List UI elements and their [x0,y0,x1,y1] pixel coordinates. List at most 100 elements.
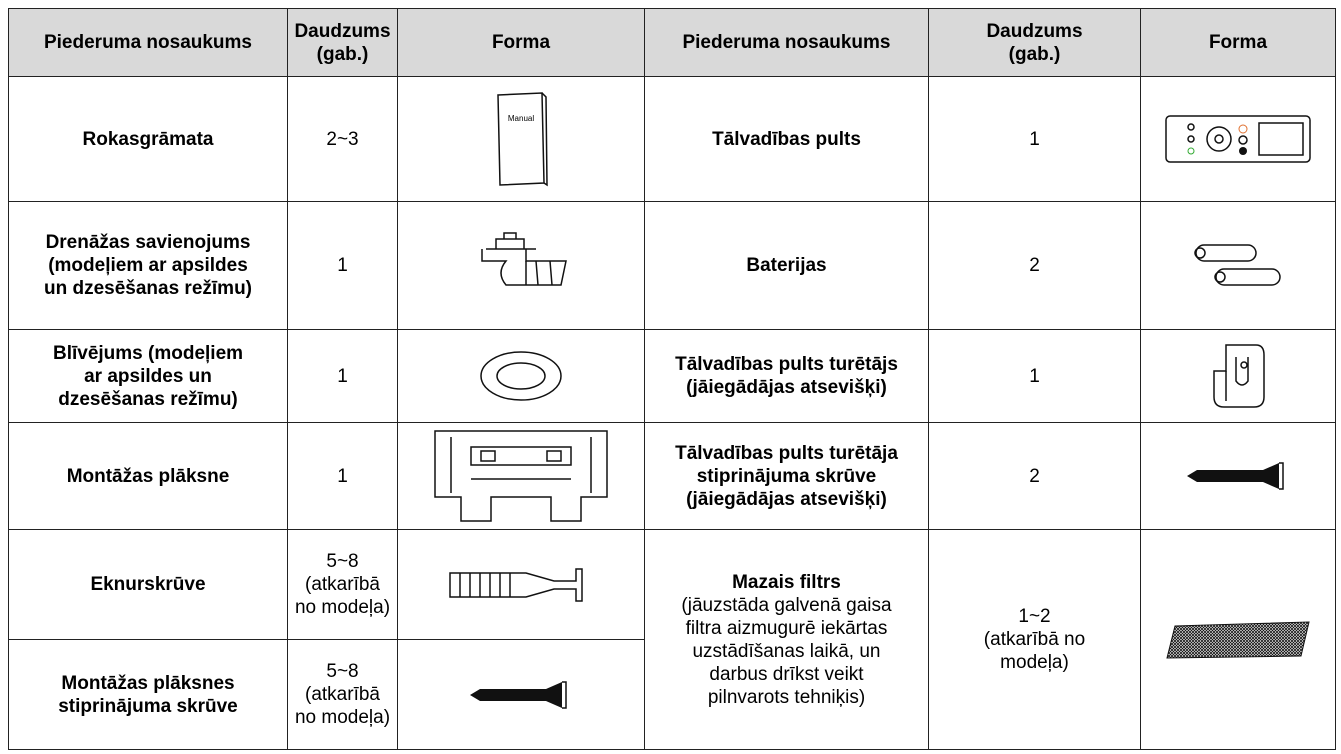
name-cell: Montāžas plāksnes stiprinājuma skrūve [8,639,288,750]
icon-part [1279,462,1284,490]
text-line: modeļa) [1000,652,1069,673]
icon-part [496,362,546,390]
table-row: Drenāžas savienojums (modeļiem ar apsilde… [8,201,1336,330]
text-line: Drenāžas savienojums [45,232,251,253]
text-line: 5~8 [326,661,359,682]
icon-part [1195,243,1257,262]
icon-part [1238,135,1248,145]
text-line: Daudzums [294,20,391,42]
text-line: (atkarībā [305,574,380,595]
icon-part [1165,115,1311,163]
text-line: Forma [1208,32,1268,53]
text-line: Tālvadības pults turētāja [675,442,898,464]
icon-part [1194,246,1206,259]
text-line: Piederuma nosaukums [682,32,891,53]
table-body: Rokasgrāmata 2~3 Manual Tālvadības pults 1 Dr… [8,76,1336,750]
qty-cell: 1 [287,329,398,423]
text-line: 1 [337,255,348,276]
text-line: 2~3 [326,128,359,150]
shape-icon [1166,620,1310,659]
shape-icon: Manual [497,92,548,187]
text-line: 1~2 [1018,606,1051,627]
qty-cell: 1 [928,329,1141,423]
shape-icon [470,680,567,709]
text-line: 1 [1029,128,1040,150]
table-row: Blīvējums (modeļiem ar apsildes un dzesēša… [8,329,1336,423]
icon-part [480,351,562,401]
text-line: (jāuzstāda galvenā gaisa [681,594,892,616]
shape-icon [1165,115,1311,163]
shape-icon [1187,462,1284,490]
text-line: 1 [337,365,348,387]
text-line: 1 [337,465,348,487]
text-line: 2 [1029,465,1040,487]
header-cell: Daudzums (gab.) [928,8,1141,77]
icon-part [562,680,567,709]
text-line: darbus drīkst veikt [709,663,864,685]
qty-cell: 5~8 (atkarībā no modeļa) [287,639,398,750]
table-row: Montāžas plāksnes stiprinājuma skrūve 5~8(… [8,639,1336,750]
shape-icon [449,567,583,602]
text-line: filtra aizmugurē iekārtas [685,617,888,639]
icon-part [480,450,496,462]
qty-cell: 2~3 [287,76,398,202]
qty-cell: 1 [928,76,1141,202]
accessories-table: Piederuma nosaukums Daudzums (gab.) Forma Pi… [8,8,1336,750]
text-line: Montāžas plāksne [66,465,230,487]
header-cell: Forma [397,8,645,77]
text-line: Tālvadības pults turētājs [675,354,898,375]
shape-cell [1140,201,1336,330]
header-cell: Piederuma nosaukums [644,8,929,77]
shape-cell: Manual [397,76,645,202]
qty-cell: 2 [928,201,1141,330]
text-line: un dzesēšanas režīmu) [43,278,253,299]
icon-part [481,248,567,286]
text-line: pilnvarots tehniķis) [707,686,866,708]
shape-cell [397,639,645,750]
text-line: (atkarībā [305,684,380,705]
name-cell: Drenāžas savienojums (modeļiem ar apsilde… [8,201,288,330]
shape-cell [397,329,645,423]
icon-part [1238,124,1248,134]
icon-part [541,92,548,187]
shape-cell [1140,529,1336,750]
shape-icon [480,351,562,401]
text-line: (jāiegādājas atsevišķi) [686,377,887,398]
name-cell: Tālvadības pults turētāja stiprinājuma sk… [644,422,929,530]
icon-part [1166,620,1310,659]
table-row: Montāžas plāksne 1 Tālvadības pults turētā… [8,422,1336,530]
text-line: 2 [1029,255,1040,276]
icon-part [434,430,608,522]
text-line: 5~8 [326,551,359,572]
text-line: Montāžas plāksnes [61,672,235,694]
icon-part [546,450,562,462]
name-cell: Rokasgrāmata [8,76,288,202]
text-line: ar apsildes un [84,365,212,387]
icon-part [1258,122,1304,156]
table-row: Rokasgrāmata 2~3 Manual Tālvadības pults 1 [8,76,1336,202]
text-line: stiprinājuma skrūve [696,465,877,487]
name-cell: Baterijas [644,201,929,330]
icon-part [449,567,583,602]
text-line: Eknurskrūve [90,574,206,595]
shape-cell [397,529,645,640]
icon-part [1214,134,1224,144]
text-line: (jāiegādājas atsevišķi) [686,488,887,510]
icon-part [497,92,545,186]
icon-part [525,260,553,285]
icon-part [459,572,511,597]
qty-cell: 2 [928,422,1141,530]
qty-cell: 5~8 (atkarībā no modeļa) [287,529,398,640]
text-line: uzstādīšanas laikā, un [692,640,881,662]
icon-part [1225,357,1249,401]
icon-part [1187,147,1195,155]
text-line: (modeļiem ar apsildes [48,255,248,276]
shape-cell [1140,329,1336,423]
shape-cell [397,422,645,530]
icon-part [1239,147,1247,155]
icon-label: Manual [508,114,534,123]
qty-cell: 1 [287,201,398,330]
text-line: (atkarībā no [983,629,1086,650]
icon-part [1213,344,1265,408]
